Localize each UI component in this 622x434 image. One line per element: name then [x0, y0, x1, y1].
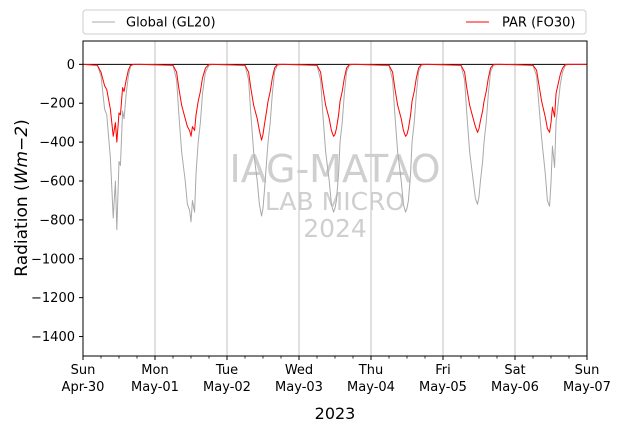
x-axis-ticks: Sun Apr-30 Mon May-01 Tue May-02 Wed May-03 Thu M… — [62, 356, 611, 395]
x-tick-label-date: May-02 — [203, 380, 251, 395]
x-tick-label-day: Sun — [575, 363, 600, 378]
x-tick-label-day: Thu — [358, 363, 383, 378]
x-tick-label-date: May-03 — [275, 380, 323, 395]
plot-area — [83, 41, 587, 356]
y-tick-label: −1000 — [31, 252, 75, 267]
y-tick-label: −1200 — [31, 291, 75, 306]
x-tick-label-date: Apr-30 — [62, 380, 105, 395]
y-tick-label: −800 — [39, 213, 75, 228]
x-tick-label-date: May-01 — [131, 380, 179, 395]
watermark-line1: IAG-MATAO — [229, 147, 440, 191]
vertical-gridlines — [154, 41, 516, 356]
x-axis-label: 2023 — [315, 404, 356, 423]
y-axis-label-unit: Wm−2 — [12, 126, 32, 184]
x-tick-label-day: Sun — [71, 363, 96, 378]
x-tick-label-day: Wed — [285, 363, 313, 378]
x-tick-label-day: Tue — [215, 363, 238, 378]
y-tick-label: −600 — [39, 175, 75, 190]
legend-label-global: Global (GL20) — [126, 16, 216, 31]
y-tick-label: −400 — [39, 136, 75, 151]
x-tick-label-date: May-06 — [491, 380, 539, 395]
x-tick-label-day: Sat — [504, 363, 525, 378]
y-tick-label: −200 — [39, 97, 75, 112]
legend-label-par: PAR (FO30) — [502, 16, 575, 31]
x-tick-label-date: May-07 — [563, 380, 611, 395]
y-tick-label: −1400 — [31, 330, 75, 345]
watermark-line2: LAB MICRO — [265, 187, 405, 216]
legend: Global (GL20) PAR (FO30) — [82, 9, 587, 35]
x-tick-label-day: Fri — [435, 363, 451, 378]
legend-frame — [82, 9, 587, 35]
y-tick-label: 0 — [67, 58, 75, 73]
x-tick-label-date: May-05 — [419, 380, 467, 395]
y-axis-label-close: ) — [12, 119, 32, 126]
series-lines — [82, 63, 587, 231]
x-tick-label-date: May-04 — [347, 380, 395, 395]
y-axis-label: Radiation (Wm−2) — [12, 119, 32, 276]
series-line-par — [82, 63, 587, 143]
y-axis-label-main: Radiation ( — [12, 184, 32, 276]
series-line-global — [82, 63, 587, 231]
watermark-line3: 2024 — [303, 214, 367, 243]
y-axis-ticks: 0 −200 −400 −600 −800 −1000 −1200 −1400 — [31, 58, 83, 345]
x-tick-label-day: Mon — [141, 363, 168, 378]
